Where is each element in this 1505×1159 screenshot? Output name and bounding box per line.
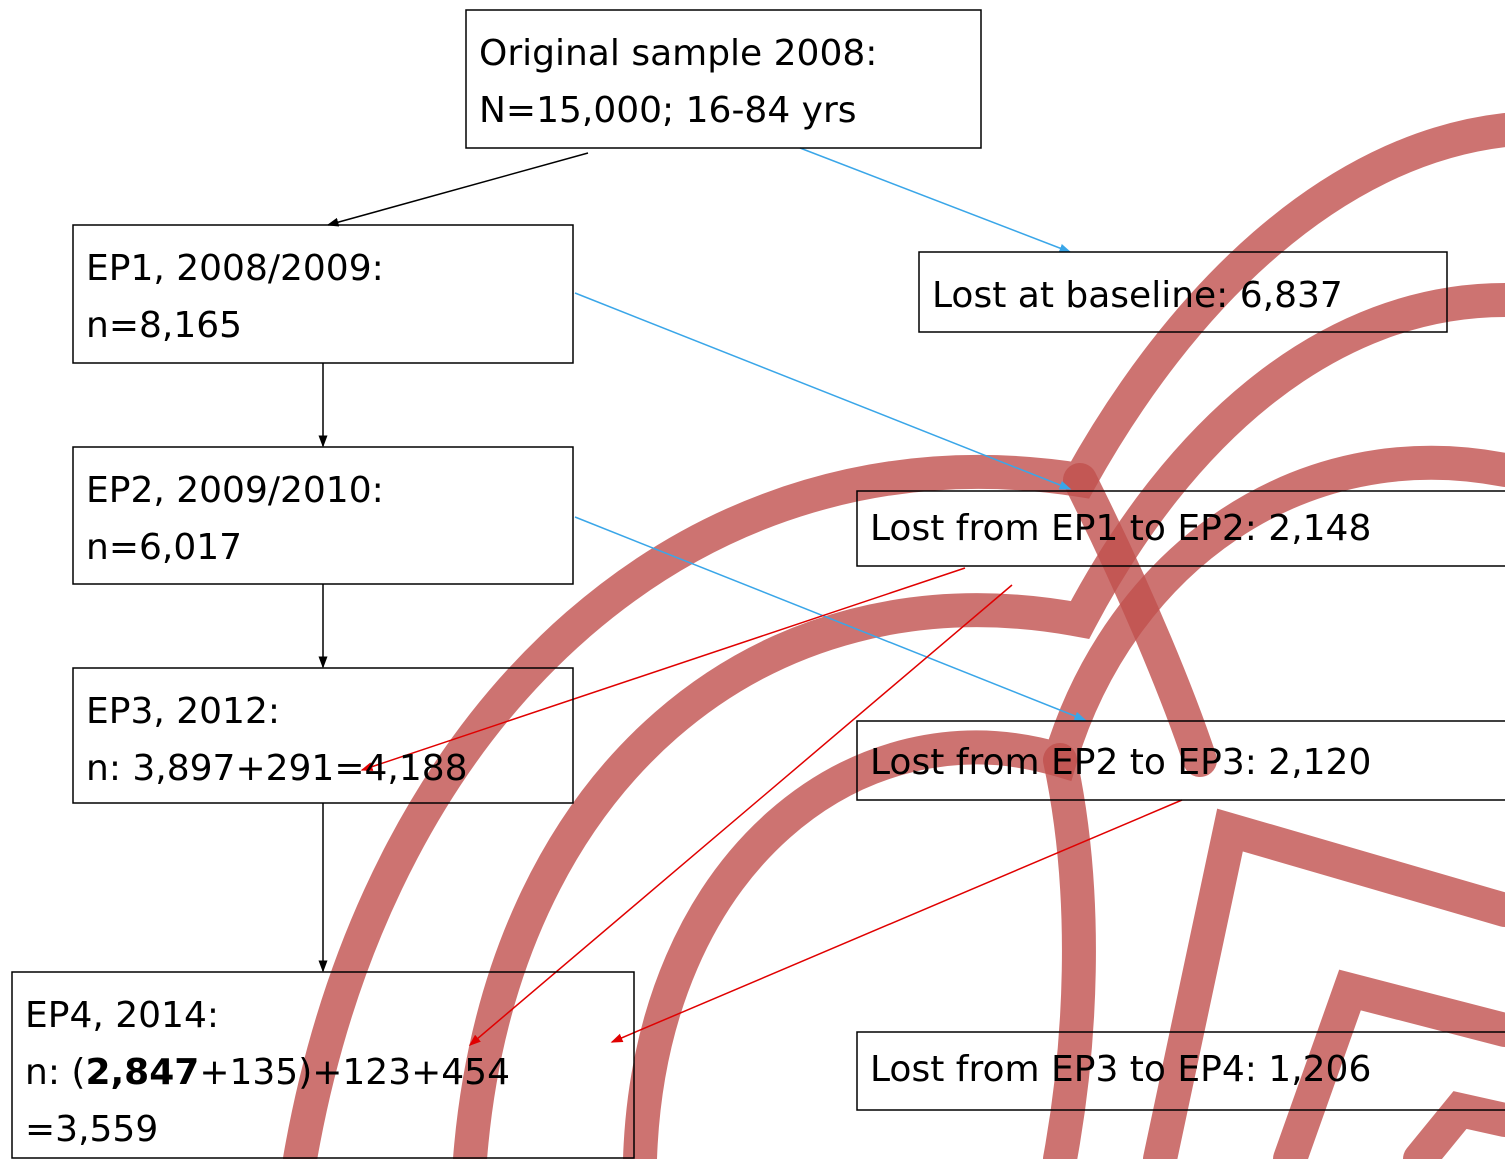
node-box [11, 971, 635, 1159]
node-box [72, 224, 574, 364]
node: EP2, 2009/2010: n=6,017 [72, 446, 574, 585]
connectors [318, 147, 1183, 1046]
node-text: EP1, 2008/2009: [86, 248, 384, 289]
text-segment: +135)+123+454 [199, 1052, 510, 1093]
node-text: n: (2,847+135)+123+454 [25, 1052, 510, 1093]
node-text: EP2, 2009/2010: [86, 470, 384, 511]
node-text: Lost from EP1 to EP2: 2,148 [870, 508, 1371, 549]
node: Lost from EP3 to EP4: 1,206 [856, 1031, 1505, 1111]
arrow [360, 567, 966, 771]
node-text: N=15,000; 16-84 yrs [479, 90, 857, 131]
arrow [468, 584, 1013, 1046]
node-text: EP3, 2012: [86, 691, 280, 732]
node-text: Lost at baseline: 6,837 [932, 275, 1343, 316]
text-segment: n: ( [25, 1052, 85, 1093]
node: Lost at baseline: 6,837 [918, 251, 1448, 333]
node-text: Original sample 2008: [479, 33, 877, 74]
node-text: n=8,165 [86, 305, 242, 346]
arrow [574, 516, 1087, 721]
node-text: n=6,017 [86, 527, 242, 568]
node-box [72, 446, 574, 585]
text-segment: 2,847 [85, 1052, 199, 1093]
arrow [799, 147, 1072, 253]
watermark [283, 113, 1505, 1159]
node: EP3, 2012: n: 3,897+291=4,188 [72, 667, 574, 804]
node-text: n: 3,897+291=4,188 [86, 748, 468, 789]
arrow [574, 292, 1072, 490]
node: Original sample 2008: N=15,000; 16-84 yrs [465, 9, 982, 149]
node-box [918, 251, 1448, 333]
node-text: Lost from EP2 to EP3: 2,120 [870, 742, 1371, 783]
node: Lost from EP2 to EP3: 2,120 [856, 720, 1505, 801]
arrow [610, 799, 1183, 1043]
node-text: EP4, 2014: [25, 995, 219, 1036]
node-text: Lost from EP3 to EP4: 1,206 [870, 1049, 1371, 1090]
node-box [72, 667, 574, 804]
node-box [856, 720, 1505, 801]
node: EP4, 2014: n: (2,847+135)+123+454 =3,559 [11, 971, 635, 1159]
node-box [465, 9, 982, 149]
node-box [856, 1031, 1505, 1111]
arrow [326, 152, 589, 227]
node: EP1, 2008/2009: n=8,165 [72, 224, 574, 364]
node-box [856, 490, 1505, 567]
node-text: =3,559 [25, 1109, 158, 1150]
node: Lost from EP1 to EP2: 2,148 [856, 490, 1505, 567]
